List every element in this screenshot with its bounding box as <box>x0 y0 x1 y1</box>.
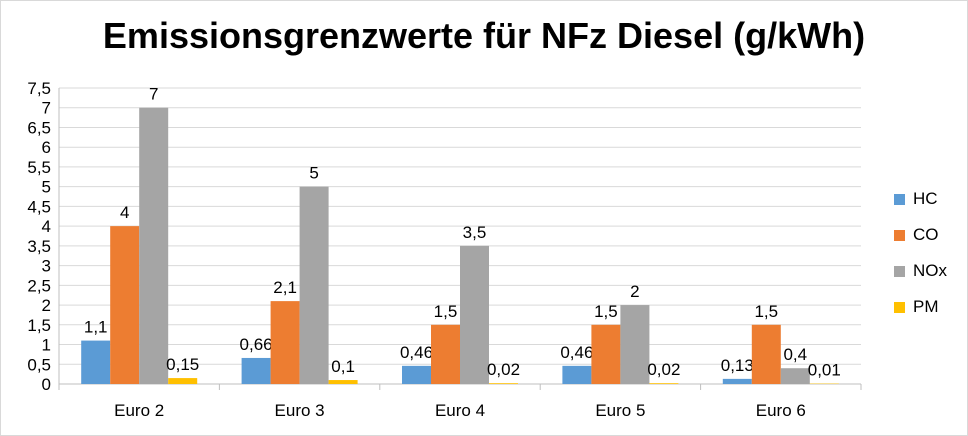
legend-swatch <box>894 193 905 205</box>
y-tick-label: 7,5 <box>27 79 51 98</box>
data-label: 2 <box>630 282 639 301</box>
x-tick-label: Euro 2 <box>114 401 164 420</box>
legend-swatch <box>894 265 905 277</box>
data-label: 5 <box>309 164 318 183</box>
data-label: 7 <box>149 85 158 104</box>
bar-pm <box>489 383 518 384</box>
data-label: 0,02 <box>487 360 520 379</box>
bar-nox <box>299 186 329 384</box>
bar-hc <box>81 340 111 384</box>
bar-co <box>270 301 300 384</box>
y-tick-label: 2 <box>42 296 51 315</box>
bar-nox <box>620 305 650 384</box>
y-tick-label: 5,5 <box>27 158 51 177</box>
data-label: 1,5 <box>754 302 778 321</box>
y-tick-label: 0 <box>42 375 51 394</box>
legend-swatch <box>894 229 905 241</box>
data-label: 0,1 <box>331 357 355 376</box>
bar-nox <box>780 368 810 384</box>
legend-item: PM <box>894 289 947 325</box>
data-label: 1,5 <box>434 302 458 321</box>
legend-label: NOx <box>913 261 947 280</box>
legend-swatch <box>894 301 905 313</box>
y-tick-label: 6 <box>42 138 51 157</box>
y-tick-label: 4 <box>42 217 51 236</box>
bar-co <box>431 324 460 384</box>
data-label: 0,4 <box>783 345 807 364</box>
data-label: 0,66 <box>240 335 273 354</box>
bar-co <box>751 324 781 384</box>
data-label: 0,46 <box>400 343 433 362</box>
bar-co <box>591 324 621 384</box>
data-label: 1,1 <box>84 318 108 337</box>
y-tick-label: 1,5 <box>27 316 51 335</box>
bar-pm <box>649 383 679 384</box>
bar-pm <box>168 378 198 384</box>
bar-pm <box>328 380 358 384</box>
y-tick-label: 6,5 <box>27 118 51 137</box>
data-label: 2,1 <box>273 278 297 297</box>
y-tick-label: 3 <box>42 257 51 276</box>
data-label: 1,5 <box>594 302 618 321</box>
bar-nox <box>139 107 169 384</box>
data-label: 0,01 <box>808 361 841 380</box>
y-tick-label: 1 <box>42 336 51 355</box>
y-tick-label: 5 <box>42 178 51 197</box>
bar-hc <box>562 365 592 384</box>
legend-label: HC <box>913 189 938 208</box>
data-label: 3,5 <box>463 223 487 242</box>
data-label: 4 <box>120 203 129 222</box>
bar-nox <box>460 245 489 384</box>
y-tick-label: 3,5 <box>27 237 51 256</box>
data-label: 0,02 <box>647 360 680 379</box>
x-tick-label: Euro 3 <box>275 401 325 420</box>
legend-label: CO <box>913 225 939 244</box>
x-tick-label: Euro 5 <box>595 401 645 420</box>
bar-hc <box>722 378 752 384</box>
legend-item: NOx <box>894 253 947 289</box>
y-tick-label: 2,5 <box>27 276 51 295</box>
bar-co <box>110 226 140 384</box>
y-tick-label: 0,5 <box>27 355 51 374</box>
y-tick-label: 4,5 <box>27 197 51 216</box>
data-label: 0,15 <box>166 355 199 374</box>
y-tick-label: 7 <box>42 99 51 118</box>
legend-label: PM <box>913 297 939 316</box>
chart-title: Emissionsgrenzwerte für NFz Diesel (g/kW… <box>102 15 866 56</box>
data-label: 0,46 <box>560 343 593 362</box>
x-tick-label: Euro 4 <box>435 401 485 420</box>
bar-hc <box>402 365 431 384</box>
legend-item: HC <box>894 181 947 217</box>
legend-item: CO <box>894 217 947 253</box>
data-label: 0,13 <box>721 356 754 375</box>
chart-legend: HC CO NOx PM <box>894 181 947 325</box>
bar-hc <box>241 357 271 384</box>
x-tick-label: Euro 6 <box>756 401 806 420</box>
